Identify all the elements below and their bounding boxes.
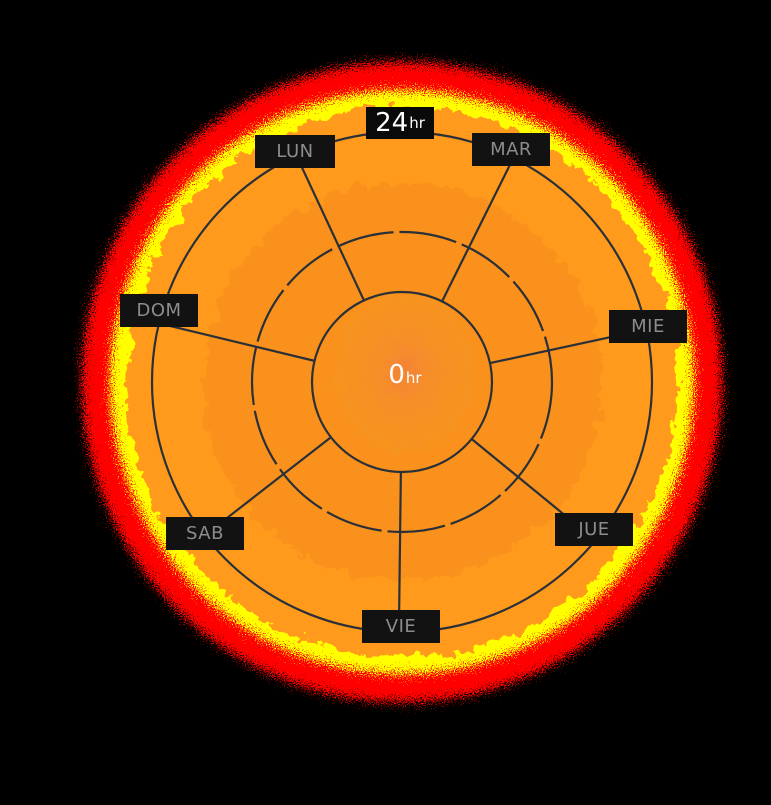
max-hours-value: 24: [375, 108, 409, 138]
day-label-vie: VIE: [362, 610, 440, 643]
ring-middle: [250, 230, 554, 534]
max-hours-label: 24 hr: [366, 107, 434, 139]
spoke-dom: [158, 322, 315, 362]
day-label-dom: DOM: [120, 294, 198, 327]
min-hours-unit: hr: [405, 369, 422, 387]
heat-blob-center: [335, 292, 475, 452]
ring-inner: [310, 290, 494, 474]
day-label-sab: SAB: [166, 517, 244, 550]
spoke-mar: [441, 157, 515, 302]
min-hours-value: 0: [388, 360, 405, 390]
day-label-lun: LUN: [255, 135, 335, 168]
spoke-lun: [295, 154, 365, 301]
min-hours-label: 0 hr: [370, 360, 440, 394]
day-label-mie: MIE: [609, 310, 687, 343]
day-label-mar: MAR: [472, 133, 550, 166]
day-label-jue: JUE: [555, 513, 633, 546]
max-hours-unit: hr: [409, 114, 425, 132]
spoke-vie: [397, 471, 402, 632]
